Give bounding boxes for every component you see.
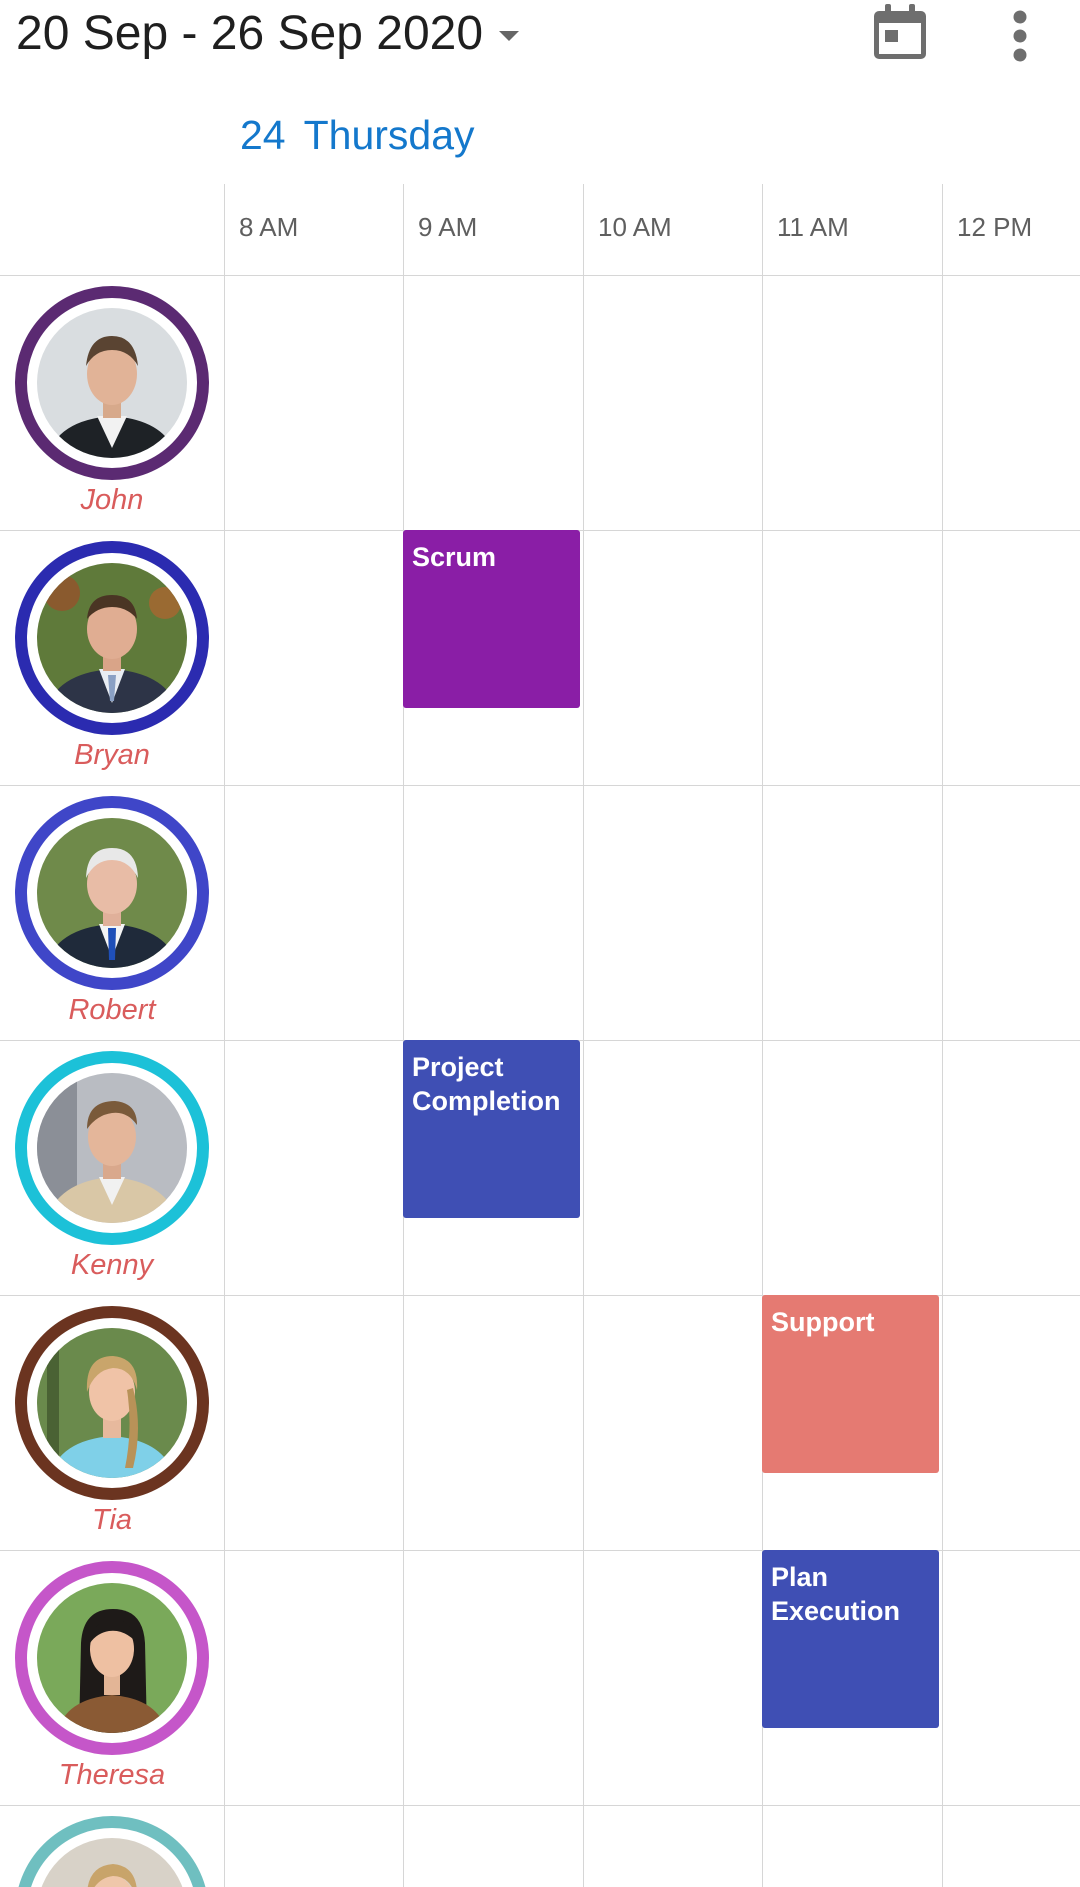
date-range-title: 20 Sep - 26 Sep 2020 [16, 7, 484, 60]
resource-header[interactable]: Kenny [0, 1041, 224, 1296]
resource-header[interactable]: Bryan [0, 531, 224, 786]
resource-name: Tia [91, 1504, 133, 1536]
appointment-title: Plan Execution [771, 1562, 901, 1626]
resource-header[interactable] [0, 1806, 224, 1887]
more-vert-icon [1013, 10, 1027, 62]
avatar [37, 1838, 187, 1887]
avatar [37, 1073, 187, 1223]
avatar-ring [15, 286, 209, 480]
time-slot-label: 8 AM [224, 184, 403, 276]
time-header: 8 AM 9 AM 10 AM 11 AM 12 PM [0, 184, 1080, 276]
resource-name: Robert [68, 994, 156, 1026]
resource-row[interactable]: Robert [0, 786, 1080, 1041]
grid-divider [762, 276, 763, 1887]
time-slot-label: 10 AM [583, 184, 762, 276]
resource-row[interactable]: John [0, 276, 1080, 531]
appointment-plan-execution[interactable]: Plan Execution [762, 1550, 939, 1728]
avatar [37, 818, 187, 968]
appointment-title: Scrum [412, 542, 497, 572]
avatar [37, 563, 187, 713]
avatar [37, 308, 187, 458]
resource-header[interactable]: Theresa [0, 1551, 224, 1806]
resource-name: Theresa [58, 1759, 166, 1791]
resource-name: Kenny [70, 1249, 154, 1281]
avatar-ring [15, 796, 209, 990]
more-options-button[interactable] [1000, 2, 1040, 66]
resource-header[interactable]: Tia [0, 1296, 224, 1551]
avatar [37, 1328, 187, 1478]
resource-row[interactable]: Bryan [0, 531, 1080, 786]
avatar-ring [15, 1306, 209, 1500]
calendar-today-button[interactable] [870, 2, 930, 62]
appointment-title: Project Completion [412, 1052, 561, 1116]
date-range-picker[interactable]: 20 Sep - 26 Sep 2020 [16, 6, 520, 62]
resource-row[interactable]: Tia [0, 1296, 1080, 1551]
avatar-ring [15, 1816, 209, 1887]
avatar [37, 1583, 187, 1733]
appointment-scrum[interactable]: Scrum [403, 530, 580, 708]
appointment-support[interactable]: Support [762, 1295, 939, 1473]
avatar-ring [15, 1561, 209, 1755]
time-slot-label: 9 AM [403, 184, 583, 276]
calendar-today-icon [874, 4, 926, 59]
resource-header[interactable]: John [0, 276, 224, 531]
resource-row[interactable]: Theresa [0, 1551, 1080, 1806]
appointment-title: Support [771, 1307, 875, 1337]
day-number: 24 [240, 112, 286, 158]
appointment-project-completion[interactable]: Project Completion [403, 1040, 580, 1218]
resource-header[interactable]: Robert [0, 786, 224, 1041]
grid-divider [583, 276, 584, 1887]
grid-divider [942, 276, 943, 1887]
app-header: 20 Sep - 26 Sep 2020 [0, 0, 1080, 80]
avatar-ring [15, 1051, 209, 1245]
avatar-ring [15, 541, 209, 735]
day-name: Thursday [303, 112, 475, 158]
day-header[interactable]: 24 Thursday [240, 110, 475, 160]
timeline-grid[interactable]: John [0, 276, 1080, 1887]
resource-name: John [80, 484, 144, 516]
resource-row[interactable] [0, 1806, 1080, 1887]
time-slot-label: 12 PM [942, 184, 1080, 276]
time-slot-label: 11 AM [762, 184, 942, 276]
resource-row[interactable]: Kenny [0, 1041, 1080, 1296]
grid-divider [224, 276, 225, 1887]
resource-name: Bryan [74, 739, 150, 771]
caret-down-icon [499, 31, 520, 41]
